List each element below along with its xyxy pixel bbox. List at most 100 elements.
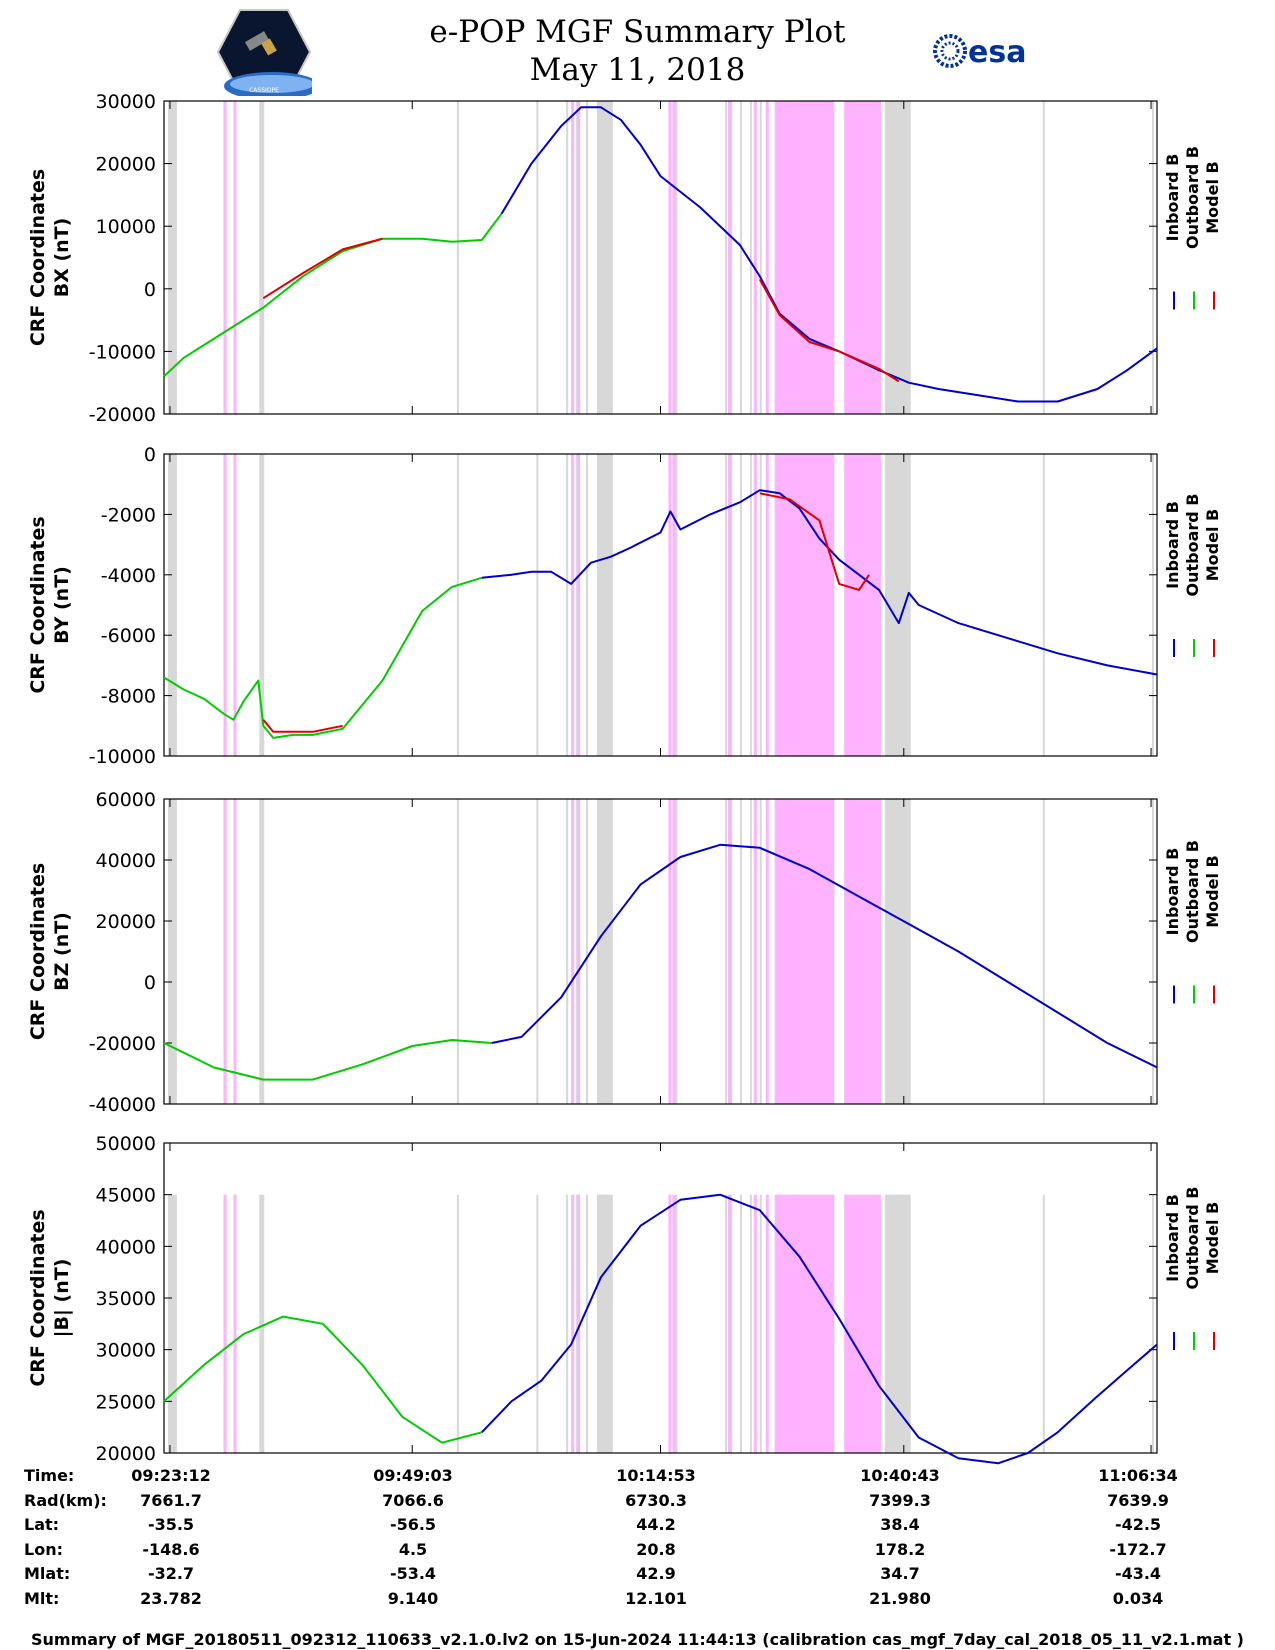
pink-band-thin [571,799,575,1104]
gray-band-thin [456,1194,459,1453]
gray-band-thin [675,101,678,414]
y-tick-label: -10000 [89,746,156,768]
y-tick-label: 20000 [96,154,156,176]
gray-band [259,101,265,414]
footer-summary: Summary of MGF_20180511_092312_110633_v2… [31,1630,1244,1649]
gray-band-thin [586,799,589,1104]
gray-band [884,799,911,1104]
pink-band-thin [668,799,672,1104]
gray-band [596,454,613,756]
pink-band-thin [577,454,581,756]
table-cell: 12.101 [625,1588,687,1608]
y-tick-label: 40000 [96,1236,156,1258]
gray-band-thin [759,799,762,1104]
y-tick-label: 20000 [96,911,156,933]
gray-band [884,1194,911,1453]
legend-label: Outboard B [1183,494,1202,597]
pink-band-thin [765,1194,769,1453]
table-cell: 0.034 [1112,1588,1164,1608]
table-cell: 6730.3 [625,1490,687,1510]
table-cell: -32.7 [147,1564,195,1583]
y-axis-label-2: BY (nT) [51,566,73,644]
series-line-outboard-b [163,1315,483,1444]
pink-band-thin [233,101,237,414]
table-cell: 21.980 [869,1588,931,1608]
table-row-label: Mlt: [24,1588,60,1608]
gray-band-thin [456,799,459,1104]
legend-label: Outboard B [1183,146,1202,249]
table-row-label: Lon: [24,1539,63,1559]
gray-band [167,799,177,1104]
legend-label: Inboard B [1163,1194,1182,1282]
gray-band-thin [725,1194,728,1453]
pink-band-thin [577,1194,581,1453]
pink-band-thin [668,1194,672,1453]
gray-band-thin [739,1194,742,1453]
chart-panel-0: 30000 20000 10000 0 -10000 -20000 CRF Coordina… [27,91,1222,426]
series-line-model-b-deviation- [759,492,870,591]
y-tick-label: -8000 [101,686,156,708]
gray-band [884,101,911,414]
y-axis-label-2: BX (nT) [51,218,73,298]
pink-band [774,101,835,414]
pink-band-thin [728,454,732,756]
pink-band-thin [672,454,676,756]
y-tick-label: 0 [144,444,156,466]
gray-band-thin [1152,1194,1155,1453]
gray-band-thin [749,799,752,1104]
table-cell: -56.5 [389,1515,437,1534]
y-tick-label: -2000 [101,504,156,526]
y-axis-label-1: CRF Coordinates [27,169,49,346]
gray-band-thin [566,454,569,756]
plot-frame [163,798,1158,1105]
table-cell: 09:23:12 [131,1466,211,1485]
gray-band-thin [566,1194,569,1453]
chart-panel-1: 0 -2000 -4000 -6000 -8000 -10000 CRF Coordinat… [27,444,1222,768]
pink-band-thin [728,799,732,1104]
pink-band [844,454,881,756]
y-tick-label: -40000 [89,1094,156,1116]
y-tick-label: 0 [144,972,156,994]
table-row-label: Mlat: [24,1564,71,1583]
legend-label: Inboard B [1163,154,1182,242]
plot-frame [163,1142,1158,1454]
y-tick-label: 35000 [96,1288,156,1310]
pink-band-thin [787,454,791,756]
pink-band-thin [672,799,676,1104]
table-row-label: Time: [24,1466,75,1485]
table-cell: -172.7 [1109,1539,1167,1559]
chart-panel-2: 60000 40000 20000 0 -20000 -40000 CRF Coordina… [27,789,1222,1116]
table-cell: 7639.9 [1107,1490,1169,1510]
y-axis-label-1: CRF Coordinates [27,516,49,693]
table-cell: 11:06:34 [1098,1466,1178,1485]
y-axis-label-1: CRF Coordinates [27,1209,49,1386]
gray-band-thin [739,101,742,414]
table-cell: 38.4 [880,1515,920,1534]
series-line-inboard-b [491,843,1158,1069]
pink-band-thin [668,101,672,414]
gray-band [259,1194,265,1453]
pink-band-thin [577,799,581,1104]
gray-band-thin [456,454,459,756]
esa-logo-text: esa [968,35,1026,70]
gray-band-thin [749,101,752,414]
y-tick-label: 10000 [96,216,156,238]
plot-frame [163,100,1158,415]
table-cell: -148.6 [142,1539,200,1559]
pink-band [844,799,881,1104]
gray-band-thin [759,454,762,756]
gray-band [259,799,265,1104]
pink-band-thin [753,799,757,1104]
y-tick-label: -6000 [101,625,156,647]
pink-band-thin [728,1194,732,1453]
pink-band-thin [571,101,575,414]
pink-band-thin [223,1194,227,1453]
gray-band-thin [1042,1194,1045,1453]
legend-label: Inboard B [1163,848,1182,936]
gray-band-thin [536,799,539,1104]
gray-band-thin [586,454,589,756]
pink-band-thin [787,799,791,1104]
pink-band-thin [765,799,769,1104]
pink-band-thin [233,799,237,1104]
